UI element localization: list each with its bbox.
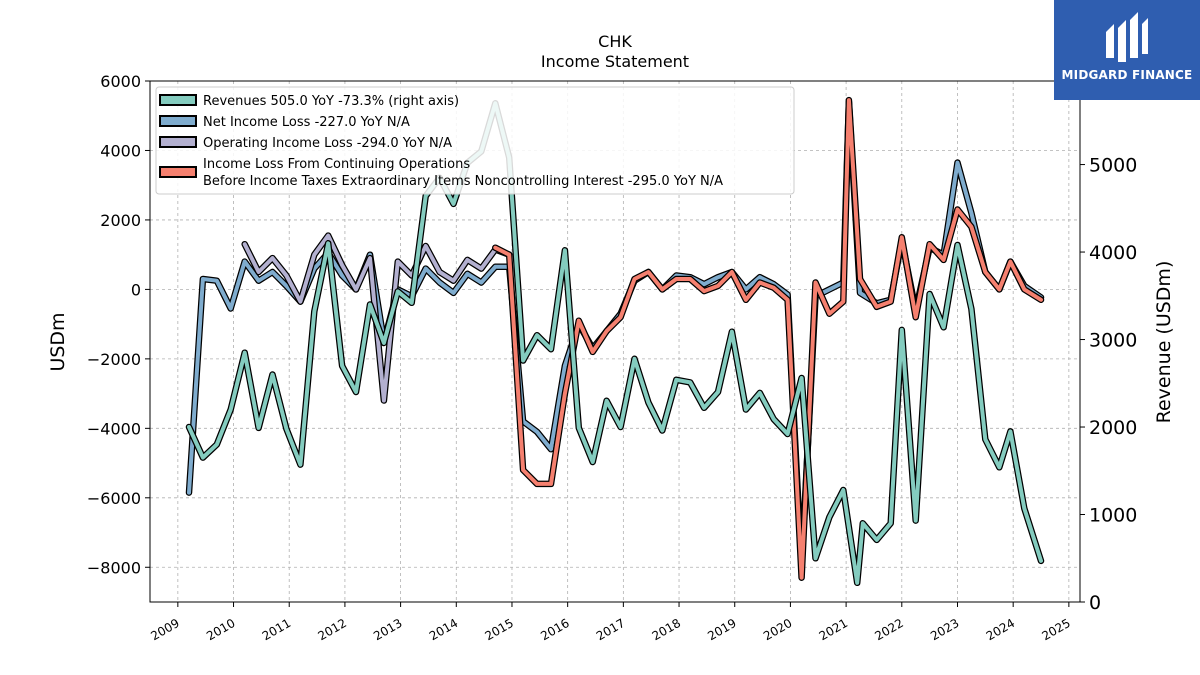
x-tick-label: 2024 [984, 616, 1017, 643]
legend-label: Revenues 505.0 YoY -73.3% (right axis) [203, 94, 459, 109]
x-tick-label: 2020 [761, 616, 794, 643]
y-tick-label-left: 2000 [100, 211, 141, 230]
legend-swatch [159, 94, 197, 106]
series-layer [185, 96, 1045, 587]
x-tick-label: 2023 [928, 616, 961, 643]
x-tick-label: 2022 [872, 616, 905, 643]
x-tick-label: 2009 [148, 616, 181, 643]
y-tick-label-right: 1000 [1089, 505, 1137, 527]
y-tick-label-right: 5000 [1089, 155, 1137, 177]
x-tick-label: 2021 [817, 616, 850, 643]
legend-swatch [159, 115, 197, 127]
brand-logo: MIDGARD FINANCE [1054, 0, 1200, 100]
y-axis-label-left: USDm [47, 312, 69, 371]
y-tick-label-left: −2000 [87, 350, 141, 369]
x-tick-label: 2011 [260, 616, 293, 643]
x-tick-label: 2017 [594, 616, 627, 643]
legend-box [155, 86, 795, 195]
chart-title: CHK [598, 32, 632, 51]
series-line [187, 101, 1043, 585]
plot-area-frame [149, 80, 1081, 603]
legend-label: Net Income Loss -227.0 YoY N/A [203, 115, 410, 130]
y-tick-label-left: −4000 [87, 419, 141, 438]
y-tick-label-left: −6000 [87, 489, 141, 508]
y-tick-label-left: 4000 [100, 141, 141, 160]
midgard-logo-icon [1106, 12, 1148, 62]
series-line [493, 98, 1043, 580]
legend-swatch [159, 136, 197, 148]
x-tick-label: 2025 [1039, 616, 1072, 643]
chart-legend: Revenues 505.0 YoY -73.3% (right axis) Ne… [155, 86, 795, 195]
chart-subtitle: Income Statement [541, 52, 689, 71]
legend-label: Operating Income Loss -294.0 YoY N/A [203, 136, 452, 151]
y-axis-label-right: Revenue (USDm) [1153, 261, 1175, 424]
x-tick-label: 2018 [650, 616, 683, 643]
legend-label: Income Loss From Continuing Operations [203, 157, 470, 172]
legend-label: Before Income Taxes Extraordinary Items … [203, 174, 723, 189]
x-tick-label: 2016 [538, 616, 571, 643]
legend-swatch [159, 166, 197, 178]
brand-name: MIDGARD FINANCE [1061, 68, 1193, 82]
y-tick-label-right: 0 [1089, 592, 1101, 614]
x-tick-label: 2019 [705, 616, 738, 643]
x-tick-label: 2012 [315, 616, 348, 643]
y-tick-label-right: 2000 [1089, 417, 1137, 439]
y-tick-label-right: 3000 [1089, 330, 1137, 352]
y-tick-label-left: 6000 [100, 72, 141, 91]
x-tick-label: 2015 [483, 616, 516, 643]
y-tick-label-left: 0 [131, 280, 141, 299]
y-tick-label-left: −8000 [87, 558, 141, 577]
x-tick-label: 2014 [427, 616, 460, 643]
y-tick-label-right: 4000 [1089, 242, 1137, 264]
x-tick-label: 2013 [371, 616, 404, 643]
x-tick-label: 2010 [204, 616, 237, 643]
